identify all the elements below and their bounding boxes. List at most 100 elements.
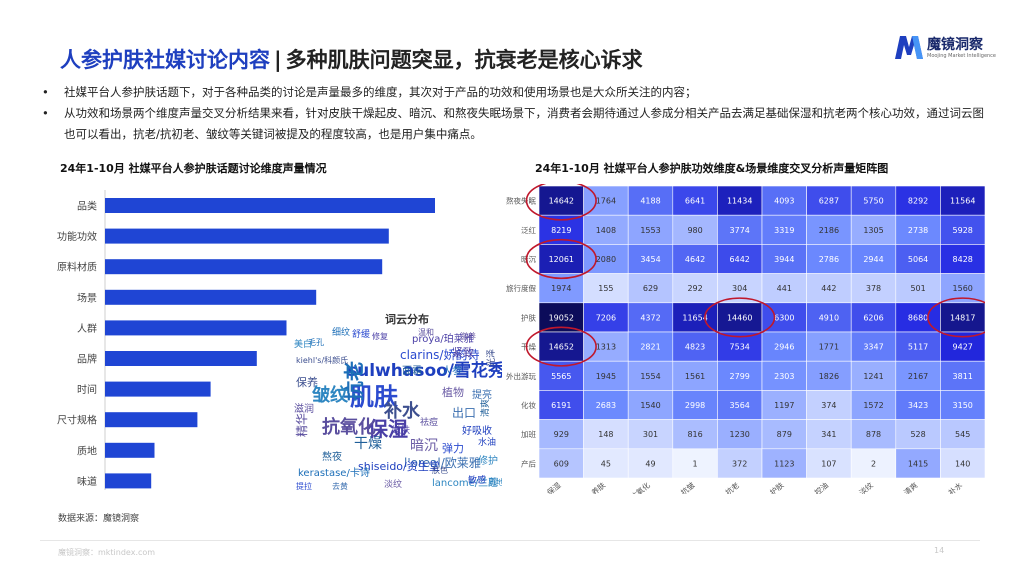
- heatmap-value-label: 2303: [774, 372, 794, 381]
- heatmap-column-label: 抗氧化: [628, 480, 652, 494]
- heatmap-value-label: 1826: [819, 372, 839, 381]
- heatmap-value-label: 8219: [551, 226, 571, 235]
- heatmap-value-label: 980: [687, 226, 702, 235]
- title-separator: |: [274, 48, 282, 72]
- word-cloud-word: 暗沉: [410, 438, 438, 454]
- word-cloud-word: kiehl's/科颜氏: [296, 356, 349, 365]
- heatmap-cell: [627, 214, 674, 245]
- heatmap-value-label: 4372: [640, 313, 660, 322]
- heatmap-value-label: 8292: [908, 197, 928, 206]
- heatmap-cell: [717, 419, 763, 450]
- heatmap-column-label: 控油: [812, 480, 830, 494]
- word-cloud-word: 水油: [478, 438, 497, 448]
- logo-subtitle: Moojing Market Intelligence: [927, 53, 997, 59]
- heatmap-column-label: 抗老: [723, 480, 741, 494]
- heatmap-value-label: 6641: [685, 197, 705, 206]
- heatmap-column-label: 补水: [946, 480, 964, 494]
- heatmap-row-label: 干燥: [521, 343, 536, 352]
- heatmap-cell: [627, 185, 674, 216]
- heatmap-value-label: 107: [821, 459, 836, 468]
- heatmap-value-label: 8680: [908, 313, 928, 322]
- heatmap-value-label: 1: [693, 459, 698, 468]
- bar: [105, 412, 198, 428]
- heatmap-value-label: 2167: [908, 372, 928, 381]
- data-source: 数据来源：魔镜洞察: [58, 514, 140, 524]
- heatmap-row-label: 加班: [521, 429, 536, 439]
- heatmap-cell: [761, 273, 807, 304]
- heatmap-value-label: 6191: [551, 401, 571, 410]
- heatmap-value-label: 45: [601, 459, 611, 468]
- heatmap-value-label: 4823: [685, 343, 705, 352]
- heatmap-cell: [850, 185, 897, 216]
- heatmap-value-label: 4188: [640, 197, 660, 206]
- word-cloud-word: 精华: [295, 412, 309, 437]
- heatmap-value-label: 3944: [774, 255, 794, 264]
- bar-category-label: 功能功效: [57, 230, 97, 243]
- heatmap-value-label: 879: [777, 430, 792, 439]
- heatmap-value-label: 14652: [549, 343, 574, 352]
- heatmap-column-label: 养肤: [589, 480, 607, 494]
- heatmap-cell: [538, 185, 584, 216]
- heatmap-value-label: 545: [955, 430, 970, 439]
- heatmap-value-label: 2786: [819, 255, 839, 264]
- word-cloud-word: 温和: [418, 328, 434, 337]
- heatmap-cell: [538, 331, 584, 362]
- bar-category-label: 场景: [77, 291, 97, 304]
- brand-logo: 魔镜洞察 Moojing Market Intelligence: [893, 33, 1003, 67]
- heatmap-cell: [717, 185, 763, 216]
- word-cloud-word: proya/珀莱雅: [412, 334, 474, 345]
- heatmap-cell: [940, 214, 985, 245]
- heatmap-cell: [940, 244, 985, 274]
- heatmap-value-label: 929: [554, 430, 569, 439]
- heatmap-row-label: 外出游玩: [506, 371, 536, 381]
- heatmap-value-label: 2738: [908, 226, 928, 235]
- heatmap-row-label: 泛红: [521, 225, 536, 235]
- heatmap-value-label: 1415: [908, 459, 928, 468]
- heatmap-column-label: 淡纹: [857, 480, 875, 494]
- word-cloud-word: 淡纹: [384, 480, 403, 490]
- heatmap-cell: [538, 419, 584, 450]
- heatmap-value-label: 11434: [727, 197, 752, 206]
- bar: [105, 381, 211, 397]
- highlight-circle: [704, 297, 776, 338]
- heatmap-cell: [940, 302, 985, 333]
- heatmap-value-label: 1241: [863, 372, 883, 381]
- heatmap-cell: [583, 390, 629, 420]
- heatmap-value-label: 12061: [549, 255, 574, 264]
- heatmap-cell: [895, 331, 941, 362]
- bar-category-label: 尺寸规格: [57, 414, 97, 427]
- heatmap-value-label: 3347: [863, 343, 883, 352]
- bar-category-label: 原料材质: [57, 261, 97, 274]
- word-cloud-word: 滋养: [460, 332, 476, 341]
- heatmap-column-label: 护肤: [768, 480, 786, 494]
- heatmap-value-label: 3319: [774, 226, 794, 235]
- bar: [105, 198, 435, 213]
- heatmap-cell: [850, 360, 897, 391]
- highlight-circle: [525, 184, 597, 221]
- heatmap-value-label: 341: [821, 430, 836, 439]
- title-sub: 多种肌肤问题突显，抗衰老是核心诉求: [285, 48, 643, 72]
- word-cloud-word: 细纹: [332, 328, 351, 338]
- heatmap-value-label: 5064: [908, 255, 928, 264]
- word-cloud-word: kerastase/卡诗: [298, 468, 370, 479]
- heatmap-value-label: 4093: [774, 197, 794, 206]
- bar-category-label: 品牌: [77, 353, 97, 366]
- heatmap-value-label: 5565: [551, 372, 571, 381]
- word-cloud-word: 好吸收: [462, 426, 492, 437]
- heatmap-column-label: 抗皱: [678, 480, 696, 494]
- word-cloud-word: 保养: [296, 376, 318, 389]
- bar: [105, 442, 155, 458]
- logo-name: 魔镜洞察: [927, 37, 983, 53]
- heatmap-value-label: 1974: [551, 284, 571, 293]
- heatmap-cell: [806, 214, 852, 245]
- word-cloud-word: 熬夜: [322, 452, 342, 463]
- heatmap-value-label: 2799: [730, 372, 750, 381]
- heatmap-value-label: 528: [910, 430, 925, 439]
- word-cloud-word: 美白: [294, 340, 313, 350]
- heatmap-cell: [806, 419, 852, 450]
- heatmap-value-label: 301: [643, 430, 658, 439]
- heatmap-value-label: 609: [554, 459, 569, 468]
- heatmap-value-label: 878: [866, 430, 881, 439]
- heatmap-cell: [850, 273, 897, 304]
- heatmap-cell: [761, 214, 807, 245]
